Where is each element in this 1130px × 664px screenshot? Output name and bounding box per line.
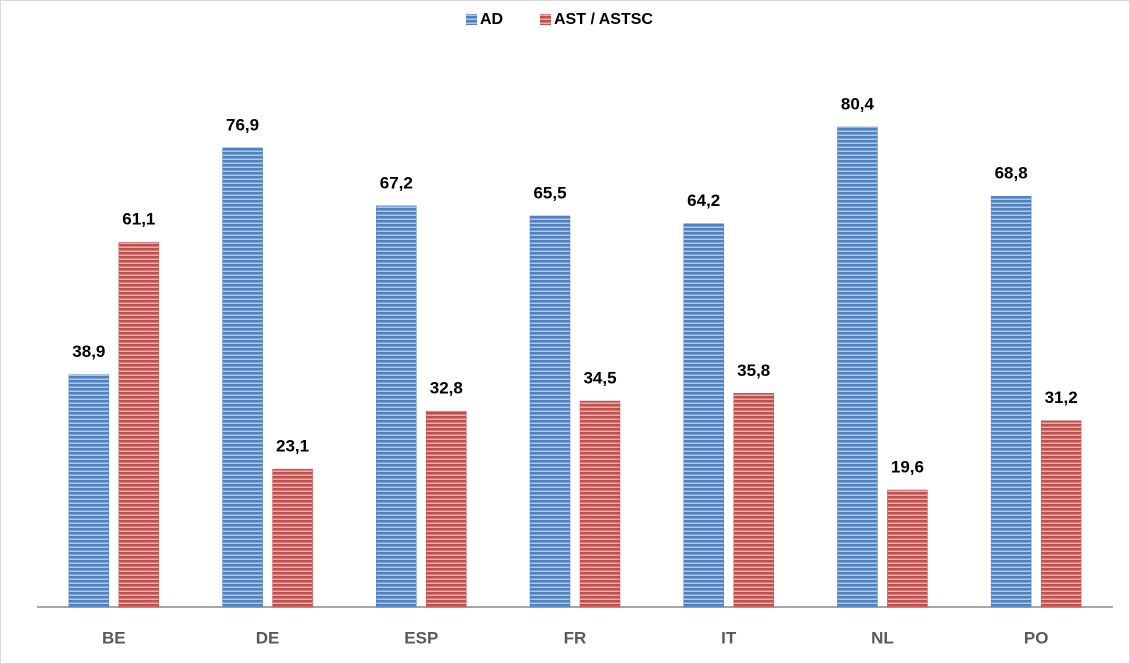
data-label: 76,9 [226,115,259,134]
bar [272,468,313,608]
bar [683,223,724,608]
legend-label: AST / ASTSC [554,11,653,28]
data-label: 19,6 [891,457,924,476]
x-tick-label: IT [721,628,737,647]
x-tick-label: BE [102,628,126,647]
legend-swatch [540,14,551,25]
data-label: 68,8 [995,164,1028,183]
data-label: 34,5 [583,369,616,388]
data-label: 23,1 [276,437,309,456]
legend-label: AD [480,11,503,28]
data-label: 64,2 [687,191,720,210]
x-tick-label: NL [871,628,894,647]
bar [733,393,774,608]
bar [887,489,928,608]
bar [1040,420,1082,608]
data-label: 35,8 [737,361,770,380]
x-tick-label: PO [1024,628,1049,647]
bar [837,126,878,608]
data-label: 38,9 [72,342,105,361]
data-label: 61,1 [122,210,155,229]
bar [68,374,110,608]
data-label: 32,8 [430,379,463,398]
bar [376,205,417,608]
data-label: 67,2 [380,173,413,192]
data-label: 31,2 [1045,388,1078,407]
data-label: 80,4 [841,94,875,113]
bar [118,241,160,608]
data-label: 65,5 [533,183,566,202]
legend-swatch [466,14,477,25]
bar [990,196,1032,608]
x-tick-label: ESP [404,628,438,647]
bar [529,215,571,608]
bar [579,400,621,608]
x-tick-label: FR [564,628,587,647]
bar [222,147,263,608]
bar [426,410,467,608]
x-tick-label: DE [256,628,280,647]
